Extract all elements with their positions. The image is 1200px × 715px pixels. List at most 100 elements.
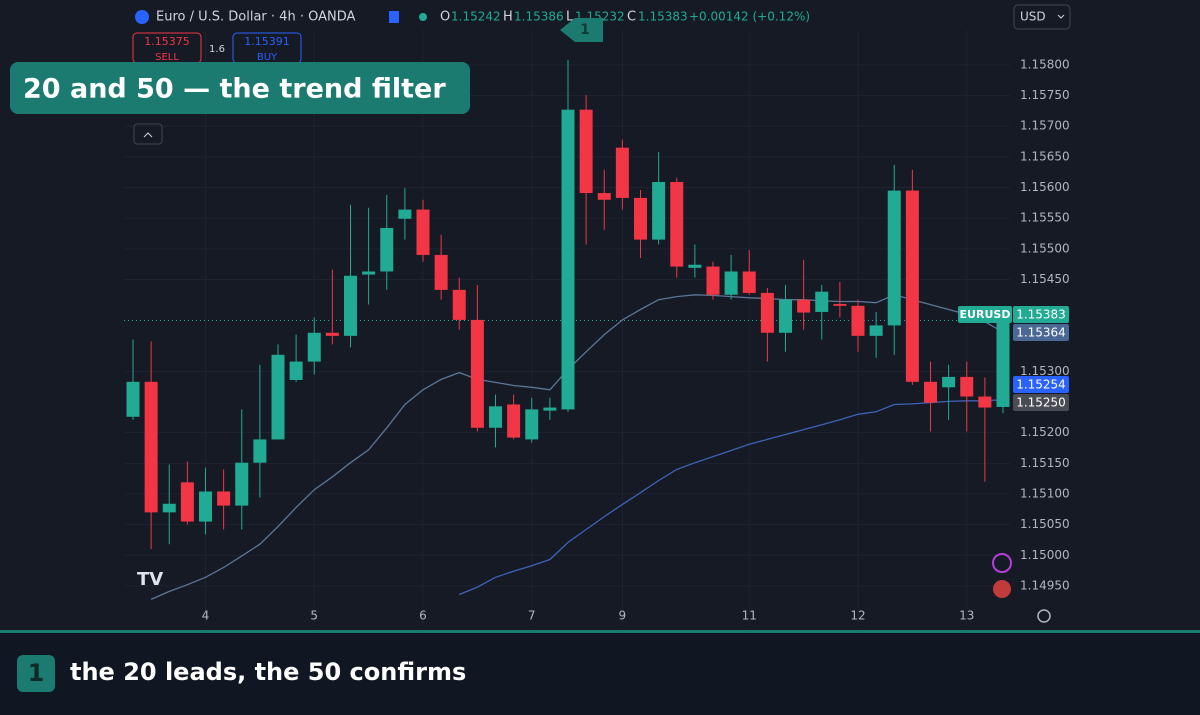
y-tick-label: 1.15550 bbox=[1020, 211, 1070, 225]
y-tick-label: 1.15700 bbox=[1020, 119, 1070, 133]
change: +0.00142 (+0.12%) bbox=[689, 10, 810, 24]
candle-body bbox=[162, 503, 176, 513]
x-tick-label: 6 bbox=[419, 609, 427, 623]
candle-body bbox=[887, 190, 901, 326]
symbol-title: Euro / U.S. Dollar · 4h · OANDA bbox=[156, 10, 355, 25]
y-tick-label: 1.15750 bbox=[1020, 88, 1070, 102]
y-tick-label: 1.15150 bbox=[1020, 456, 1070, 470]
y-tick-label: 1.15050 bbox=[1020, 517, 1070, 531]
candle-body bbox=[199, 491, 212, 522]
candle-body bbox=[978, 396, 992, 408]
plot bbox=[124, 60, 1010, 600]
candle-body bbox=[579, 109, 593, 194]
candle-body bbox=[253, 439, 267, 463]
y-tick-label: 1.15450 bbox=[1020, 272, 1070, 286]
l-label: L bbox=[566, 10, 574, 25]
alert-icon[interactable] bbox=[992, 553, 1012, 573]
candle-body bbox=[489, 406, 502, 428]
overlay-box bbox=[10, 62, 470, 114]
calendar-icon[interactable] bbox=[993, 580, 1011, 598]
candle-body bbox=[924, 381, 937, 403]
x-tick-label: 12 bbox=[850, 609, 865, 623]
x-tick-label: 9 bbox=[619, 609, 627, 623]
marker-number: 1 bbox=[580, 22, 590, 38]
moving-average bbox=[150, 294, 1004, 600]
candle-body bbox=[634, 197, 647, 240]
collapse-caret bbox=[143, 132, 153, 138]
x-tick-label: 11 bbox=[742, 609, 757, 623]
ma20-tag bbox=[1013, 324, 1069, 341]
y-tick-label: 1.15650 bbox=[1020, 149, 1070, 163]
candle-body bbox=[706, 266, 720, 295]
candle-body bbox=[217, 491, 231, 506]
symbol-tag-text: EURUSD bbox=[960, 308, 1011, 321]
flag-icon bbox=[389, 11, 399, 23]
logo: TV bbox=[137, 569, 163, 590]
footer-badge-number: 1 bbox=[28, 659, 45, 687]
y-tick-label: 1.15500 bbox=[1020, 241, 1070, 255]
candle-body bbox=[942, 376, 956, 388]
candle-body bbox=[615, 147, 629, 198]
moving-average bbox=[459, 398, 1004, 596]
last-price-tag bbox=[1013, 306, 1069, 323]
candle-body bbox=[905, 190, 919, 382]
candle-body bbox=[235, 462, 249, 506]
footer-badge bbox=[17, 655, 55, 692]
ma50-price: 1.15254 bbox=[1016, 378, 1066, 392]
candle-body bbox=[779, 299, 792, 333]
candle-body bbox=[724, 271, 738, 295]
candle-body bbox=[126, 381, 140, 417]
o-label: O bbox=[440, 10, 450, 25]
candle-body bbox=[670, 182, 684, 267]
x-tick-label: 7 bbox=[528, 609, 536, 623]
candle-body bbox=[307, 332, 321, 362]
candle-body bbox=[344, 275, 357, 336]
symbol-icon bbox=[135, 10, 149, 24]
h-label: H bbox=[503, 10, 513, 25]
candle-body bbox=[144, 381, 158, 513]
y-tick-label: 1.15200 bbox=[1020, 425, 1070, 439]
buy-label: BUY bbox=[257, 52, 278, 63]
footer-rule bbox=[0, 630, 1200, 633]
candle-body bbox=[760, 292, 774, 333]
y-tick-label: 1.15600 bbox=[1020, 180, 1070, 194]
y-tick-label: 1.15100 bbox=[1020, 486, 1070, 500]
candle-body bbox=[507, 404, 521, 438]
currency-caret bbox=[1057, 14, 1065, 19]
currency: USD bbox=[1020, 10, 1046, 24]
other-price: 1.15250 bbox=[1016, 396, 1066, 410]
candle-body bbox=[996, 320, 1010, 407]
sell-price: 1.15375 bbox=[144, 35, 190, 48]
settings-icon[interactable] bbox=[1037, 609, 1051, 623]
other-tag bbox=[1013, 394, 1069, 411]
candle-body bbox=[742, 271, 756, 293]
h-value: 1.15386 bbox=[514, 10, 564, 24]
y-tick-label: 1.15800 bbox=[1020, 57, 1070, 71]
overlay-title: 20 and 50 — the trend filter bbox=[23, 74, 446, 105]
last-price: 1.15383 bbox=[1016, 308, 1066, 322]
x-tick-label: 13 bbox=[959, 609, 974, 623]
candle-body bbox=[561, 109, 575, 410]
candle-body bbox=[470, 319, 484, 428]
candle-body bbox=[271, 354, 285, 440]
marker-flag bbox=[560, 18, 603, 42]
candle-body bbox=[398, 209, 412, 219]
ma20-price: 1.15364 bbox=[1016, 326, 1066, 340]
candle-body bbox=[652, 182, 666, 240]
candle-body bbox=[797, 299, 811, 313]
candle-body bbox=[869, 325, 883, 336]
candle-body bbox=[180, 482, 194, 522]
x-tick-label: 5 bbox=[310, 609, 318, 623]
candle-body bbox=[960, 376, 974, 397]
currency-button[interactable] bbox=[1013, 4, 1071, 30]
spread: 1.6 bbox=[209, 44, 225, 55]
candle-body bbox=[851, 305, 865, 336]
candle-body bbox=[452, 289, 466, 320]
candle-body bbox=[543, 407, 557, 411]
candle-body bbox=[815, 291, 829, 312]
x-tick-label: 4 bbox=[202, 609, 210, 623]
sell-label: SELL bbox=[155, 52, 179, 63]
collapse-button[interactable] bbox=[133, 123, 163, 145]
market-status bbox=[419, 13, 427, 21]
